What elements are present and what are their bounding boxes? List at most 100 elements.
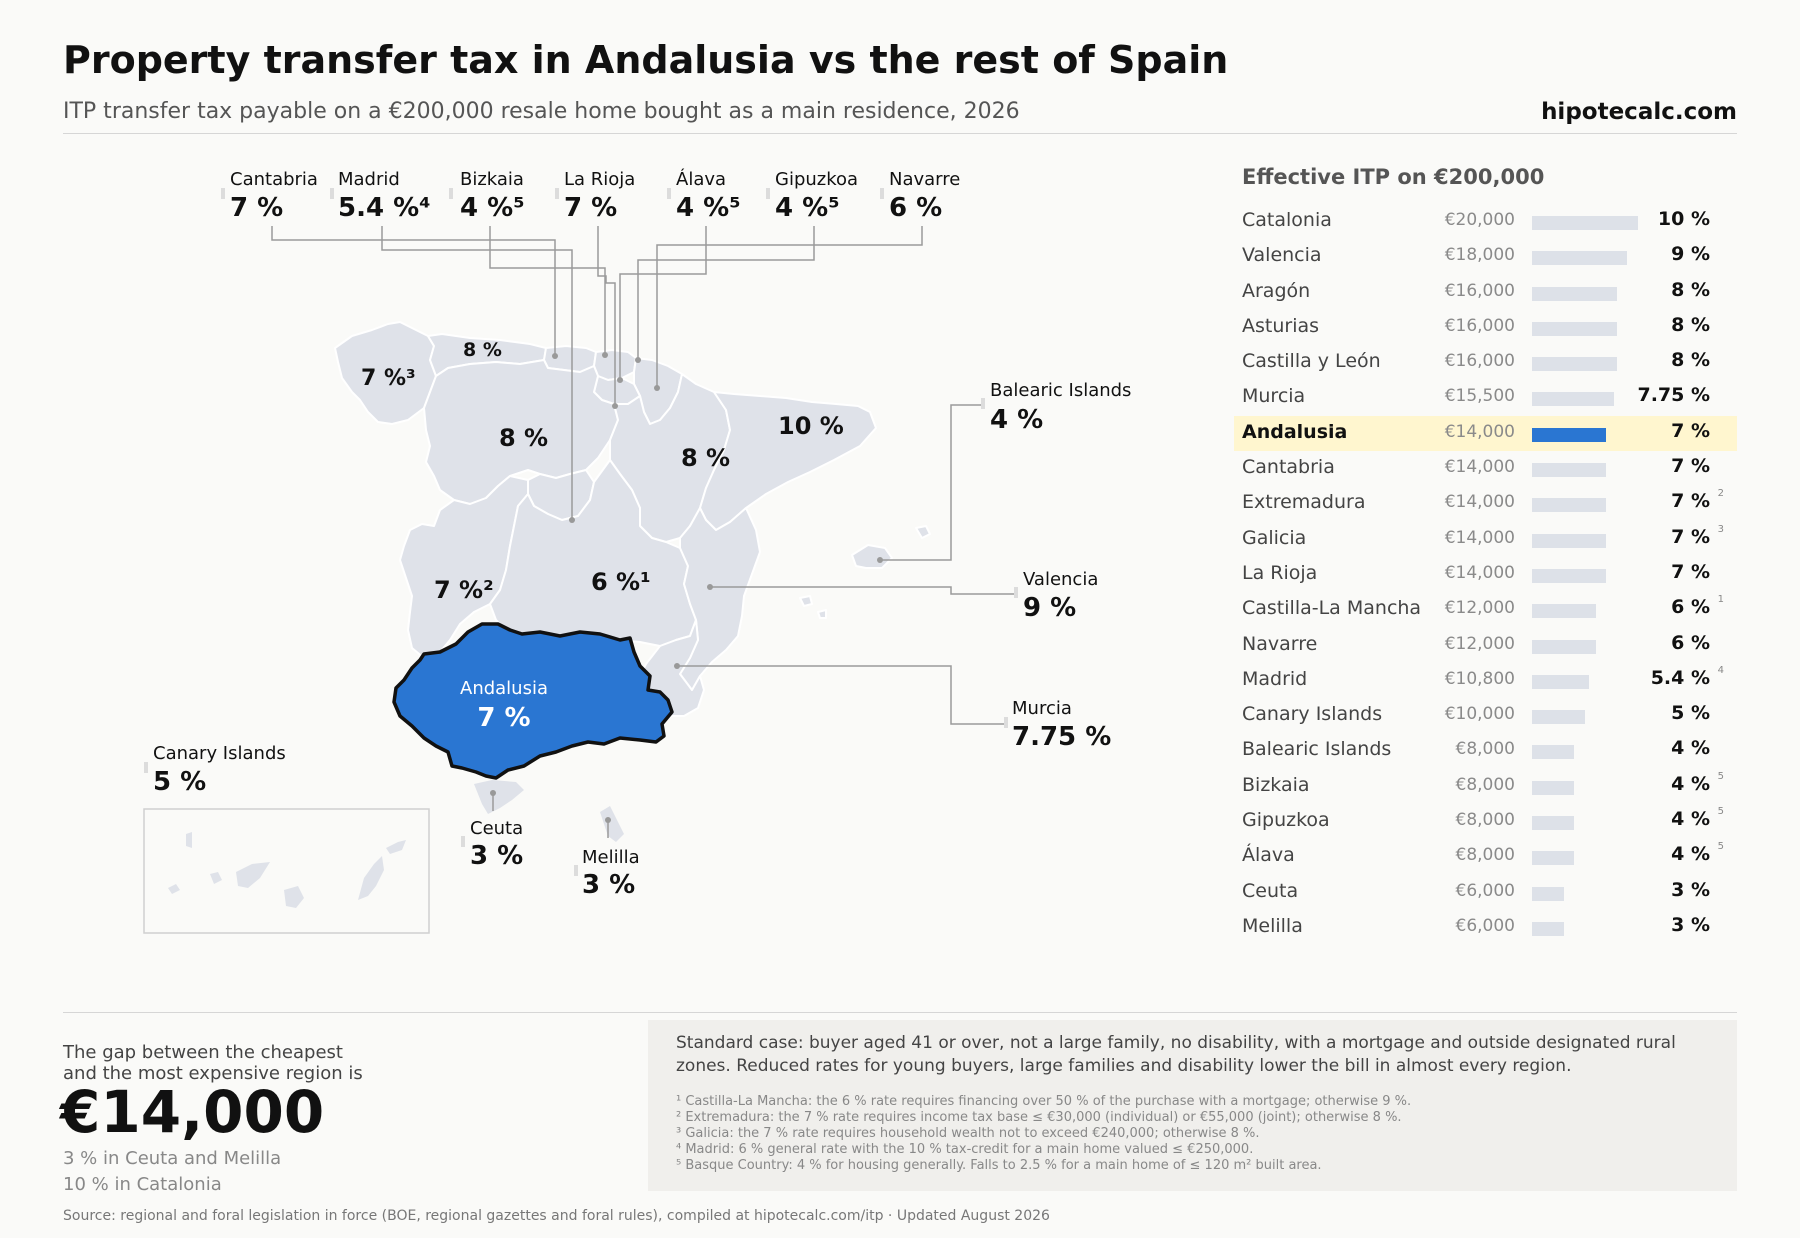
ranking-amount: €14,000 (1444, 492, 1515, 513)
ranking-rate: 4 % (1671, 772, 1710, 795)
ranking-bar (1532, 321, 1617, 336)
region-catalonia[interactable] (699, 391, 877, 531)
callout-bizkaia-name: Bizkaia (460, 169, 524, 190)
ranking-bar (1532, 498, 1606, 513)
gap-high: 10 % in Catalonia (63, 1174, 222, 1195)
ranking-row: Galicia €14,000 7 % 3 (1234, 522, 1737, 557)
callout-melilla-rate: 3 % (582, 870, 635, 900)
ranking-bar (1532, 780, 1574, 795)
ranking-row: Extremadura €14,000 7 % 2 (1234, 486, 1737, 521)
ranking-region-name: Álava (1242, 844, 1295, 867)
callout-canary-name: Canary Islands (153, 743, 286, 764)
ceuta-shape (474, 780, 524, 814)
footnote-5: ⁵ Basque Country: 4 % for housing genera… (676, 1158, 1322, 1173)
region-andalusia[interactable] (392, 622, 674, 780)
ranking-amount: €16,000 (1444, 280, 1515, 301)
rate-castilla-leon: 8 % (499, 424, 548, 452)
ranking-rate: 3 % (1671, 913, 1710, 936)
canary-inset-frame (143, 808, 430, 934)
ranking-rate: 7.75 % (1637, 384, 1710, 407)
page-title: Property transfer tax in Andalusia vs th… (63, 38, 1229, 82)
callout-ceuta-name: Ceuta (470, 818, 523, 839)
brand-logo[interactable]: hipotecalc.com (1541, 99, 1737, 125)
ranking-rate: 8 % (1671, 278, 1710, 301)
ranking-region-name: Cantabria (1242, 456, 1335, 479)
ranking-rate: 3 % (1671, 878, 1710, 901)
callout-murcia-rate: 7.75 % (1012, 722, 1111, 752)
andalusia-map-name: Andalusia (460, 678, 548, 699)
ranking-region-name: Navarre (1242, 632, 1318, 655)
canary-islands-shapes (168, 832, 406, 908)
ranking-bar (1532, 816, 1574, 831)
ranking-rate: 6 % (1671, 596, 1710, 619)
ranking-footnote-marker: 3 (1717, 523, 1724, 535)
callout-murcia-name: Murcia (1012, 698, 1072, 719)
ranking-amount: €6,000 (1455, 915, 1515, 936)
callout-navarre-name: Navarre (889, 169, 960, 190)
ranking-region-name: Catalonia (1242, 209, 1332, 231)
gap-text-line1: The gap between the cheapest (63, 1042, 343, 1063)
ranking-footnote-marker: 2 (1717, 488, 1724, 500)
callout-valencia-name: Valencia (1023, 569, 1098, 590)
ranking-row: Asturias €16,000 8 % (1234, 310, 1737, 345)
gap-low: 3 % in Ceuta and Melilla (63, 1148, 282, 1169)
ranking-row: Castilla y León €16,000 8 % (1234, 345, 1737, 380)
ranking-rate: 7 % (1671, 490, 1710, 513)
ranking-footnote-marker: 5 (1717, 806, 1724, 818)
spain-map: Cantabria 7 % Madrid 5.4 %⁴ Bizkaia 4 %⁵… (143, 168, 1131, 934)
ranking-region-name: Gipuzkoa (1242, 809, 1330, 832)
callout-la-rioja-rate: 7 % (564, 193, 617, 223)
ranking-amount: €8,000 (1455, 739, 1515, 760)
ranking-bar (1532, 921, 1564, 936)
ranking-rate: 8 % (1671, 349, 1710, 372)
ranking-region-name: Asturias (1242, 314, 1320, 337)
ranking-row: Cantabria €14,000 7 % (1234, 451, 1737, 486)
ranking-region-name: Melilla (1242, 914, 1303, 937)
callout-balearic-rate: 4 % (990, 405, 1043, 435)
ranking-region-name: Balearic Islands (1242, 738, 1392, 761)
footnote-3: ³ Galicia: the 7 % rate requires househo… (676, 1126, 1260, 1141)
gap-value: €14,000 (60, 1078, 325, 1146)
leader-lines (271, 226, 1014, 838)
ranking-footnote-marker: 5 (1717, 841, 1724, 853)
ranking-amount: €8,000 (1455, 774, 1515, 795)
callout-navarre-rate: 6 % (889, 193, 942, 223)
callout-alava-name: Álava (676, 168, 726, 190)
ranking-region-name: Andalusia (1242, 420, 1348, 443)
ranking-rate: 6 % (1671, 631, 1710, 654)
ranking-amount: €14,000 (1444, 527, 1515, 548)
footnote-1: ¹ Castilla-La Mancha: the 6 % rate requi… (676, 1094, 1412, 1109)
ranking-region-name: La Rioja (1242, 561, 1318, 584)
gap-text-line2: and the most expensive region is (63, 1063, 363, 1084)
ranking-bar (1532, 745, 1574, 760)
ranking-rate: 5.4 % (1650, 666, 1710, 689)
andalusia-map-rate: 7 % (477, 703, 530, 733)
ranking-region-name: Valencia (1242, 244, 1322, 267)
ranking-region-name: Madrid (1242, 667, 1308, 690)
ranking-region-name: Ceuta (1242, 879, 1299, 902)
ranking-footnote-marker: 5 (1717, 770, 1724, 782)
region-balearic[interactable] (799, 525, 931, 619)
ranking-rate: 7 % (1671, 525, 1710, 548)
ranking-row: Catalonia €20,000 10 % (1234, 204, 1737, 239)
ranking-bar (1532, 427, 1606, 442)
rate-galicia: 7 %³ (361, 366, 416, 391)
callout-canary-rate: 5 % (153, 767, 206, 797)
callout-cantabria-name: Cantabria (230, 169, 318, 190)
region-valencia[interactable] (679, 507, 761, 691)
leader-dots (490, 352, 883, 823)
gap-description: The gap between the cheapest and the mos… (63, 1042, 363, 1084)
ranking-amount: €14,000 (1444, 421, 1515, 442)
ranking-list: Catalonia €20,000 10 % Valencia €18,000 9 % Ar… (1234, 204, 1737, 945)
ranking-bar (1532, 216, 1638, 230)
callout-ceuta-rate: 3 % (470, 841, 523, 871)
ranking-rate: 7 % (1671, 560, 1710, 583)
ranking-amount: €8,000 (1455, 845, 1515, 866)
ranking-region-name: Canary Islands (1242, 703, 1383, 726)
ranking-footnote-marker: 4 (1717, 664, 1724, 676)
ranking-region-name: Murcia (1242, 385, 1306, 408)
ranking-region-name: Extremadura (1242, 491, 1366, 514)
ranking-amount: €15,500 (1444, 386, 1515, 407)
ranking-row: Valencia €18,000 9 % (1234, 239, 1737, 274)
ranking-bar (1532, 251, 1627, 266)
